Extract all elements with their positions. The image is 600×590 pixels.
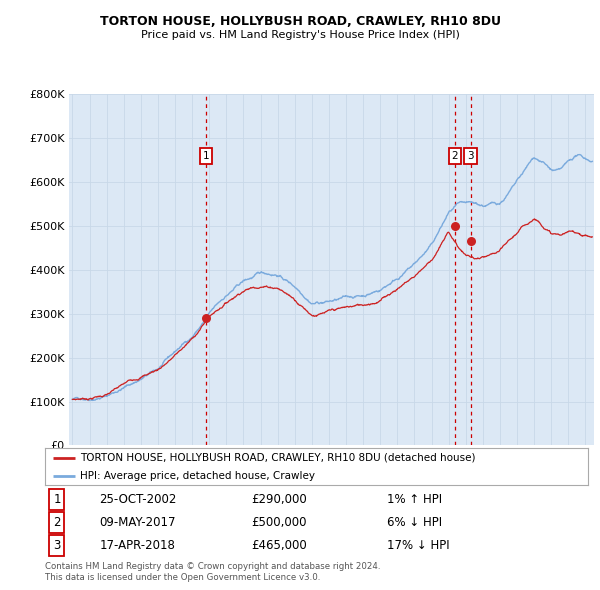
- Text: 6% ↓ HPI: 6% ↓ HPI: [387, 516, 442, 529]
- Text: 09-MAY-2017: 09-MAY-2017: [100, 516, 176, 529]
- Text: 3: 3: [53, 539, 61, 552]
- Text: £500,000: £500,000: [251, 516, 307, 529]
- Text: 2: 2: [53, 516, 61, 529]
- Text: 2: 2: [451, 151, 458, 161]
- Text: HPI: Average price, detached house, Crawley: HPI: Average price, detached house, Craw…: [80, 471, 315, 481]
- Text: 3: 3: [467, 151, 474, 161]
- Text: 17% ↓ HPI: 17% ↓ HPI: [387, 539, 450, 552]
- Text: 1: 1: [53, 493, 61, 506]
- Text: 1: 1: [203, 151, 209, 161]
- Text: TORTON HOUSE, HOLLYBUSH ROAD, CRAWLEY, RH10 8DU: TORTON HOUSE, HOLLYBUSH ROAD, CRAWLEY, R…: [100, 15, 500, 28]
- Text: Contains HM Land Registry data © Crown copyright and database right 2024.
This d: Contains HM Land Registry data © Crown c…: [45, 562, 380, 582]
- Text: £290,000: £290,000: [251, 493, 307, 506]
- Text: Price paid vs. HM Land Registry's House Price Index (HPI): Price paid vs. HM Land Registry's House …: [140, 30, 460, 40]
- Text: TORTON HOUSE, HOLLYBUSH ROAD, CRAWLEY, RH10 8DU (detached house): TORTON HOUSE, HOLLYBUSH ROAD, CRAWLEY, R…: [80, 453, 476, 463]
- Text: £465,000: £465,000: [251, 539, 307, 552]
- Text: 25-OCT-2002: 25-OCT-2002: [100, 493, 176, 506]
- Text: 1% ↑ HPI: 1% ↑ HPI: [387, 493, 442, 506]
- Text: 17-APR-2018: 17-APR-2018: [100, 539, 175, 552]
